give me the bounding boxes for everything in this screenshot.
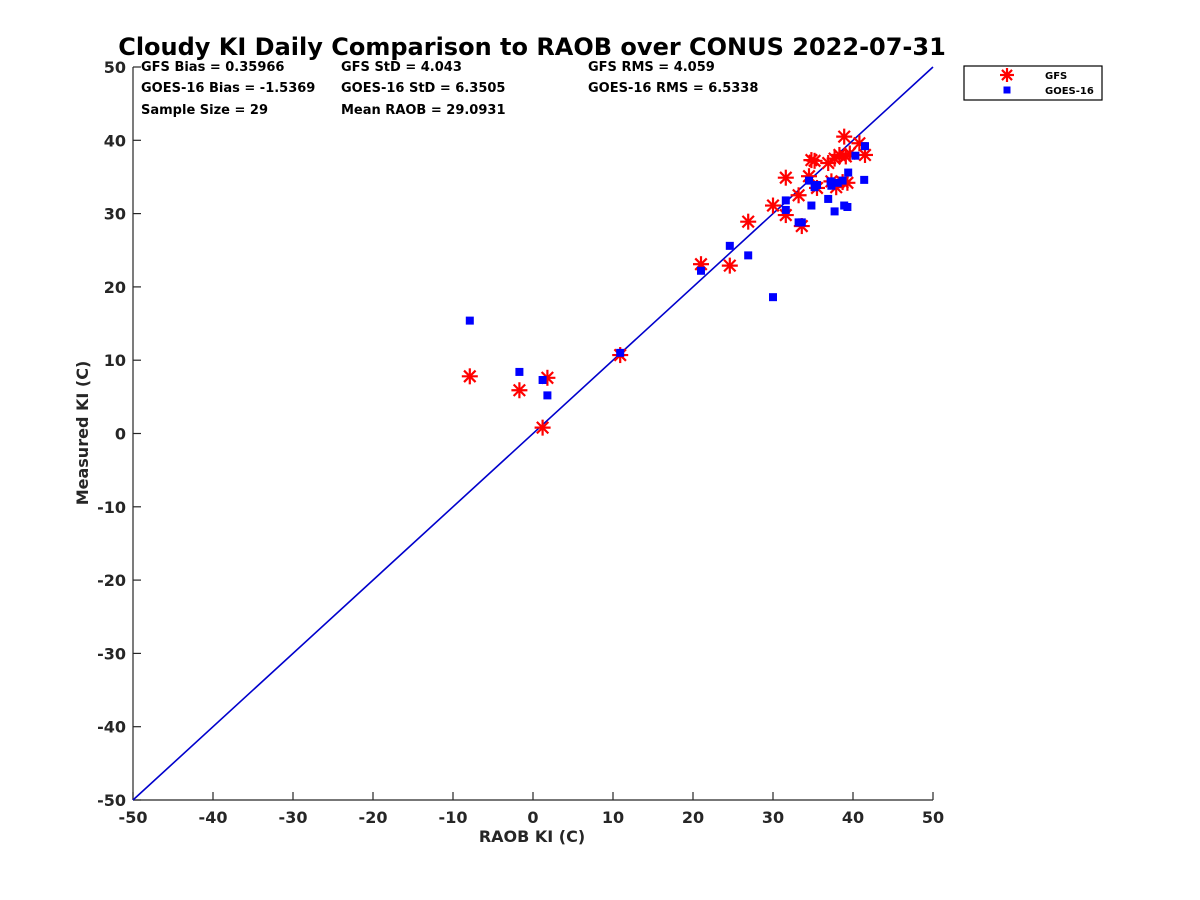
series-layer — [461, 128, 873, 436]
data-point-goes-16 — [833, 178, 842, 187]
data-point-gfs — [765, 197, 781, 214]
stat-gfs-rms: GFS RMS = 4.059 — [588, 60, 715, 75]
data-point-goes-16 — [697, 266, 705, 275]
x-tick-label: 50 — [922, 808, 944, 827]
data-point-goes-16 — [805, 176, 813, 185]
data-point-gfs — [534, 419, 551, 436]
legend-marker-goes-16 — [1003, 86, 1011, 94]
x-tick-label: -40 — [199, 808, 228, 827]
data-point-goes-16 — [515, 367, 524, 376]
data-point-gfs — [836, 128, 853, 145]
stat-goes-bias: GOES-16 Bias = -1.5369 — [141, 81, 315, 96]
data-point-goes-16 — [725, 241, 734, 250]
x-tick-label: 30 — [762, 808, 784, 827]
data-point-goes-16 — [538, 375, 547, 384]
data-point-gfs — [777, 169, 794, 186]
data-point-goes-16 — [861, 142, 869, 151]
data-point-goes-16 — [781, 196, 790, 205]
y-tick-label: 40 — [104, 131, 126, 150]
data-point-gfs — [511, 382, 528, 399]
data-point-goes-16 — [824, 194, 833, 203]
data-point-goes-16 — [465, 316, 474, 325]
data-point-gfs — [790, 187, 807, 204]
y-tick-label: 50 — [104, 58, 126, 77]
data-point-gfs — [806, 152, 823, 169]
data-point-gfs — [857, 146, 873, 163]
data-point-goes-16 — [844, 168, 853, 177]
legend-label-gfs: GFS — [1045, 71, 1067, 82]
x-axis-label: RAOB KI (C) — [479, 827, 585, 846]
y-tick-label: 20 — [104, 278, 126, 297]
stat-goes-rms: GOES-16 RMS = 6.5338 — [588, 81, 758, 96]
stat-sample-size: Sample Size = 29 — [141, 103, 268, 118]
data-point-goes-16 — [826, 177, 835, 186]
y-axis-label: Measured KI (C) — [73, 361, 92, 506]
x-tick-label: 0 — [527, 808, 538, 827]
data-point-goes-16 — [851, 151, 860, 160]
stat-gfs-std: GFS StD = 4.043 — [341, 60, 462, 75]
x-tick-label: 20 — [682, 808, 704, 827]
data-point-goes-16 — [616, 348, 625, 357]
x-tick-label: 10 — [602, 808, 624, 827]
legend-marker-gfs — [1000, 68, 1014, 82]
chart-title: Cloudy KI Daily Comparison to RAOB over … — [118, 33, 946, 61]
y-tick-label: -20 — [97, 571, 126, 590]
legend-square-icon — [1003, 86, 1011, 94]
y-tick-label: 10 — [104, 351, 126, 370]
data-point-gfs — [839, 174, 856, 191]
data-point-goes-16 — [843, 203, 852, 212]
x-tick-label: -30 — [279, 808, 308, 827]
legend-box — [963, 65, 1103, 101]
y-tick-label: -10 — [97, 498, 126, 517]
x-tick-label: -20 — [359, 808, 388, 827]
x-tick-label: 40 — [842, 808, 864, 827]
data-point-goes-16 — [744, 251, 753, 260]
y-tick-label: -30 — [97, 644, 126, 663]
series-goes-16 — [465, 142, 869, 400]
plot-area: -50 -40 -30 -20 -10 0 10 20 30 40 50 -50-40-30-20-… — [97, 58, 944, 827]
stat-mean-raob: Mean RAOB = 29.0931 — [341, 103, 506, 118]
data-point-goes-16 — [813, 181, 821, 190]
data-point-goes-16 — [830, 207, 839, 216]
legend-label-goes-16: GOES-16 — [1045, 86, 1094, 97]
stat-gfs-bias: GFS Bias = 0.35966 — [141, 60, 284, 75]
y-tick-label: 0 — [115, 425, 126, 444]
data-point-goes-16 — [769, 293, 777, 302]
data-point-gfs — [461, 368, 478, 385]
data-point-goes-16 — [797, 218, 806, 227]
x-tick-label: -50 — [119, 808, 148, 827]
data-point-goes-16 — [543, 391, 552, 400]
y-tick-label: -50 — [97, 791, 126, 810]
data-point-goes-16 — [827, 181, 836, 190]
stats-block: GFS Bias = 0.35966 GFS StD = 4.043 GFS R… — [141, 60, 758, 118]
y-tick-label: -40 — [97, 718, 126, 737]
x-tick-label: -10 — [439, 808, 468, 827]
stat-goes-std: GOES-16 StD = 6.3505 — [341, 81, 505, 96]
series-gfs — [461, 128, 873, 436]
y-ticks: -50 -40 -30 -20 -10 0 10 20 30 40 50 — [97, 58, 141, 810]
data-point-goes-16 — [838, 176, 847, 185]
data-point-gfs — [721, 257, 738, 274]
data-point-goes-16 — [807, 201, 816, 210]
legend: GFS GOES-16 — [963, 65, 1103, 101]
data-point-gfs — [740, 213, 757, 230]
x-ticks: -50 -40 -30 -20 -10 0 10 20 30 40 50 — [119, 792, 944, 827]
y-tick-label: 30 — [104, 205, 126, 224]
legend-asterisk-icon — [1000, 68, 1014, 82]
data-point-goes-16 — [781, 205, 790, 214]
data-point-goes-16 — [860, 175, 869, 184]
